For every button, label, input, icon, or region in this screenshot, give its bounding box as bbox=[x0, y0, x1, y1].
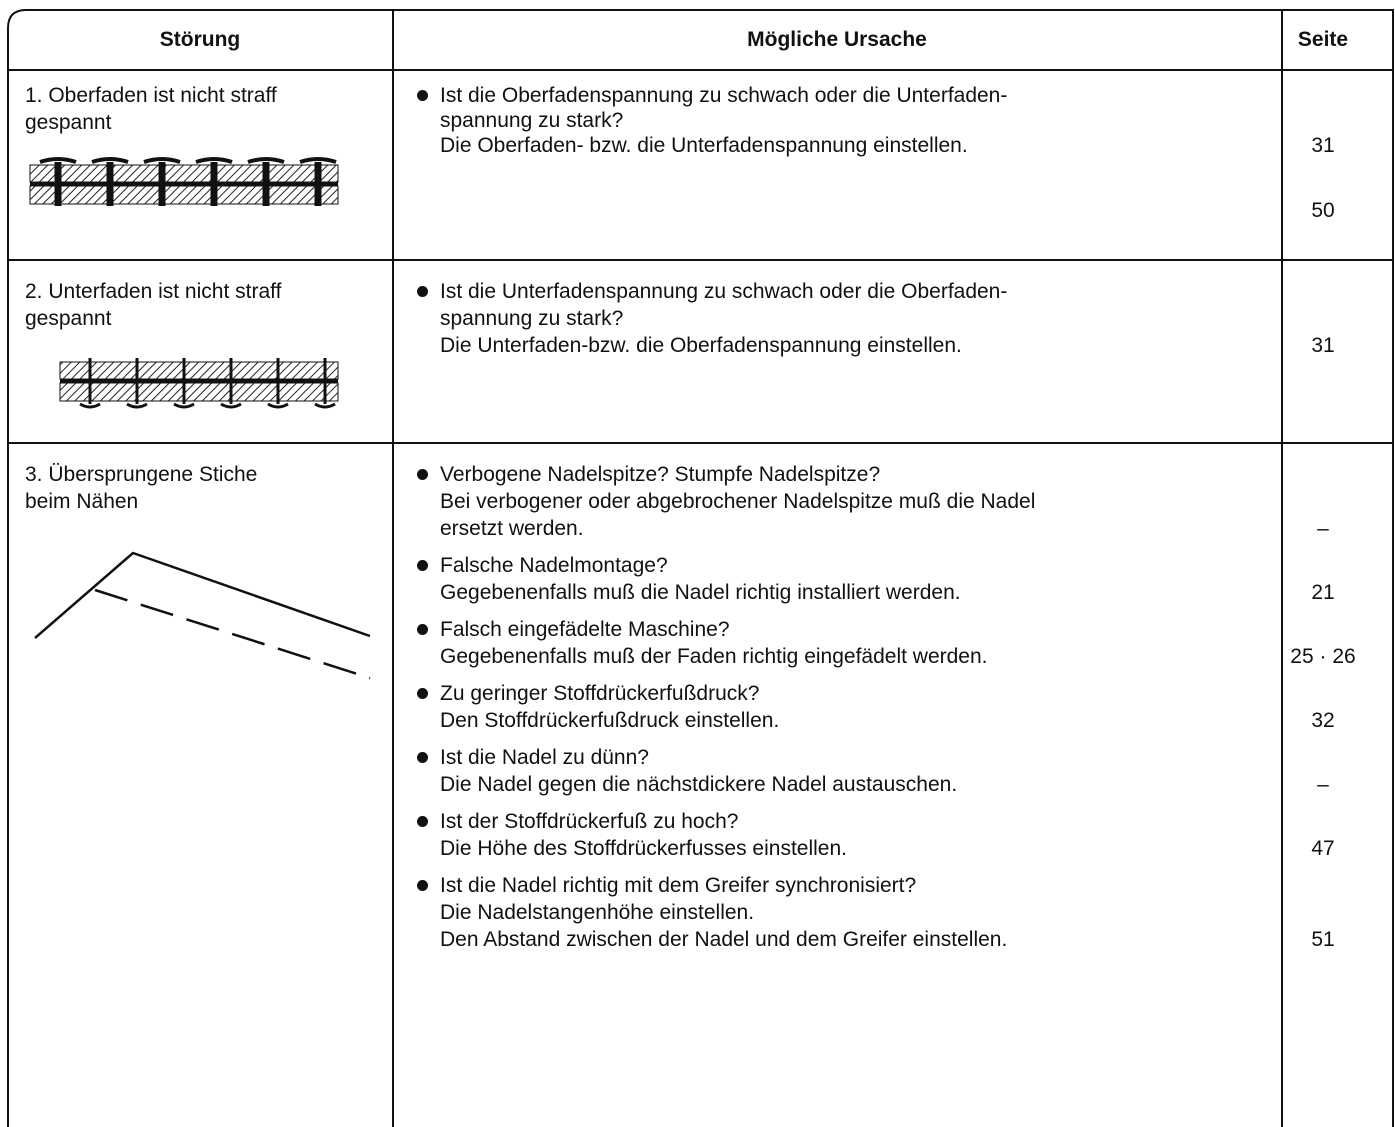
cause-text: spannung zu stark? bbox=[440, 307, 624, 330]
bullet bbox=[417, 688, 428, 699]
skipped-stitch-illustration bbox=[34, 551, 371, 680]
bullet bbox=[417, 816, 428, 827]
cause-text: Ist der Stoffdrückerfuß zu hoch? bbox=[440, 810, 739, 833]
page-ref: 31 bbox=[1311, 334, 1335, 357]
page-ref: 25 · 26 bbox=[1290, 645, 1356, 668]
problem-text: 2. Unterfaden ist nicht straff bbox=[25, 280, 282, 303]
cause-text: Zu geringer Stoffdrückerfußdruck? bbox=[440, 682, 760, 705]
bullet bbox=[417, 286, 428, 297]
cause-text: Gegebenenfalls muß der Faden richtig ein… bbox=[440, 645, 988, 668]
bullet bbox=[417, 880, 428, 891]
cause-text: Den Stoffdrückerfußdruck einstellen. bbox=[440, 709, 780, 732]
problem-text: 1. Oberfaden ist nicht straff bbox=[25, 84, 277, 107]
cause-text: Die Oberfaden- bzw. die Unterfadenspannu… bbox=[440, 134, 968, 157]
cause-text: Verbogene Nadelspitze? Stumpfe Nadelspit… bbox=[440, 463, 881, 486]
cause-text: Die Nadel gegen die nächstdickere Nadel … bbox=[440, 773, 958, 796]
problem-text: gespannt bbox=[25, 307, 112, 330]
cause-text: Die Höhe des Stoffdrückerfusses einstell… bbox=[440, 837, 847, 860]
page-ref: – bbox=[1317, 517, 1329, 540]
cause-text: Die Nadelstangenhöhe einstellen. bbox=[440, 901, 755, 924]
cause-text: Den Abstand zwischen der Nadel und dem G… bbox=[440, 928, 1008, 951]
cause-text: Die Unterfaden-bzw. die Oberfadenspannun… bbox=[440, 334, 962, 357]
stitch-illustration-1 bbox=[29, 157, 339, 206]
header-cell: Mögliche Ursache bbox=[747, 28, 927, 51]
bullet bbox=[417, 752, 428, 763]
cause-text: Falsche Nadelmontage? bbox=[440, 554, 668, 577]
header-cell: Störung bbox=[159, 28, 241, 51]
stitch-illustration-2 bbox=[59, 358, 339, 409]
cause-text: Ist die Oberfadenspannung zu schwach ode… bbox=[440, 84, 1008, 107]
page-ref: 47 bbox=[1311, 837, 1335, 860]
cause-text: spannung zu stark? bbox=[440, 109, 624, 132]
cause-text: ersetzt werden. bbox=[440, 517, 584, 540]
page-ref: 32 bbox=[1311, 709, 1335, 732]
cause-text: Ist die Nadel richtig mit dem Greifer sy… bbox=[440, 874, 917, 897]
bullet bbox=[417, 624, 428, 635]
cause-text: Gegebenenfalls muß die Nadel richtig ins… bbox=[440, 581, 961, 604]
cause-text: Bei verbogener oder abgebrochener Nadels… bbox=[440, 490, 1036, 513]
problem-text: gespannt bbox=[25, 111, 112, 134]
cause-text: Ist die Nadel zu dünn? bbox=[440, 746, 649, 769]
problem-text: 3. Übersprungene Stiche bbox=[25, 463, 258, 486]
bullet bbox=[417, 90, 428, 101]
page-ref: 31 bbox=[1311, 134, 1335, 157]
cause-text: Falsch eingefädelte Maschine? bbox=[440, 618, 730, 641]
page-ref: 51 bbox=[1311, 928, 1335, 951]
cause-text: Ist die Unterfadenspannung zu schwach od… bbox=[440, 280, 1008, 303]
table-border bbox=[7, 9, 1394, 1127]
page-ref: – bbox=[1317, 773, 1329, 796]
problem-text: beim Nähen bbox=[25, 490, 139, 513]
page-ref: 50 bbox=[1311, 199, 1335, 222]
page-ref: 21 bbox=[1311, 581, 1335, 604]
bullet bbox=[417, 560, 428, 571]
bullet bbox=[417, 469, 428, 480]
header-cell: Seite bbox=[1297, 28, 1349, 51]
